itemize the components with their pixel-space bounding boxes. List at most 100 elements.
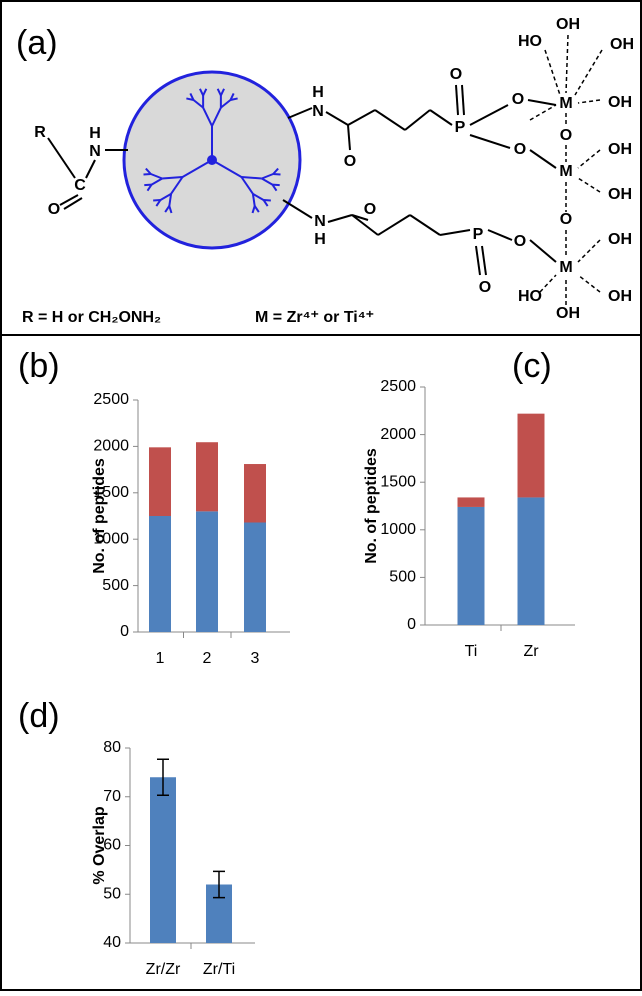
x-tick-label: 3 xyxy=(251,650,260,667)
bar xyxy=(196,511,218,632)
branch xyxy=(252,193,265,201)
x-tick-label: 1 xyxy=(156,650,165,667)
branch xyxy=(241,176,262,180)
bar xyxy=(244,464,266,523)
bond xyxy=(282,199,313,219)
branch xyxy=(189,92,195,101)
atom-label: OH xyxy=(608,231,632,248)
branch xyxy=(151,177,163,186)
bond xyxy=(469,134,511,149)
y-tick-label: 0 xyxy=(120,623,129,640)
y-tick-label: 2000 xyxy=(380,426,416,443)
bond xyxy=(351,214,379,236)
branch xyxy=(159,193,172,201)
bond xyxy=(47,137,76,179)
bar xyxy=(196,442,218,512)
y-tick-label: 1500 xyxy=(93,484,129,501)
error-bar xyxy=(157,758,169,797)
coordination-bond xyxy=(577,239,601,263)
branch xyxy=(182,159,213,178)
y-tick-label: 2000 xyxy=(93,438,129,455)
coordination-bond xyxy=(544,49,561,96)
y-tick-label: 1500 xyxy=(380,473,416,490)
coordination-bond xyxy=(577,99,601,104)
x-tick-label: 2 xyxy=(203,650,212,667)
branch xyxy=(168,193,173,207)
bond xyxy=(409,214,441,236)
branch xyxy=(271,184,278,192)
atom-label: C xyxy=(74,177,86,194)
bond xyxy=(287,107,313,119)
branch xyxy=(240,176,254,195)
atom-label: N xyxy=(312,103,324,120)
bar xyxy=(457,506,485,625)
atom-label: OH xyxy=(608,141,632,158)
y-axis-label: % Overlap xyxy=(91,806,108,884)
branch xyxy=(144,183,152,187)
y-tick-label: 500 xyxy=(102,577,129,594)
panel-label: (c) xyxy=(512,347,552,385)
branch xyxy=(150,173,163,180)
atom-label: R xyxy=(34,124,46,141)
atom-label: OH xyxy=(608,186,632,203)
branch xyxy=(251,205,256,214)
atom-label: O xyxy=(560,211,572,228)
y-tick-label: 50 xyxy=(103,885,121,902)
branch xyxy=(262,199,269,207)
coordination-bond xyxy=(539,274,557,293)
bond xyxy=(59,194,79,206)
atom-label: O xyxy=(479,279,491,296)
bar xyxy=(517,413,545,498)
panel-label: (b) xyxy=(18,347,60,385)
branch xyxy=(164,205,171,213)
bond xyxy=(461,84,465,116)
y-tick-label: 60 xyxy=(103,837,121,854)
atom-label: M xyxy=(559,259,572,276)
atom-label: HO xyxy=(518,288,542,305)
branch xyxy=(211,159,242,178)
x-tick-label: Zr/Ti xyxy=(203,961,235,978)
y-tick-label: 0 xyxy=(407,616,416,633)
error-bar xyxy=(213,870,225,899)
atom-label: H xyxy=(89,125,101,142)
x-tick-label: Zr/Zr xyxy=(146,961,181,978)
branch xyxy=(219,88,225,96)
atom-label: OH xyxy=(608,94,632,111)
bond xyxy=(439,229,471,236)
bond xyxy=(527,99,557,106)
bond xyxy=(429,109,453,126)
bond xyxy=(404,109,431,131)
atom-label: P xyxy=(455,119,466,136)
branch xyxy=(261,173,274,180)
y-tick-label: 1000 xyxy=(93,530,129,547)
branch xyxy=(153,198,161,202)
atom-label: O xyxy=(514,141,526,158)
bar xyxy=(244,522,266,632)
bond xyxy=(325,111,349,126)
atom-label: OH xyxy=(556,16,580,33)
atom-label: M xyxy=(559,163,572,180)
bond xyxy=(475,245,481,276)
atom-label: M xyxy=(559,95,572,112)
panel-label: (d) xyxy=(18,697,60,735)
bar xyxy=(517,497,545,625)
bond xyxy=(327,214,353,223)
bond xyxy=(487,229,513,241)
bar xyxy=(150,777,176,943)
branch xyxy=(202,107,213,127)
coordination-bond xyxy=(577,177,601,193)
bond xyxy=(85,159,96,179)
branch xyxy=(145,167,152,175)
atom-label: O xyxy=(364,201,376,218)
atom-label: OH xyxy=(610,36,634,53)
x-tick-label: Zr xyxy=(523,643,539,660)
branch xyxy=(261,177,273,186)
coordination-bond xyxy=(565,34,569,94)
y-tick-label: 70 xyxy=(103,788,121,805)
bond xyxy=(529,239,557,263)
bond xyxy=(347,109,376,126)
coordination-bond xyxy=(529,104,557,121)
atom-label: OH xyxy=(608,288,632,305)
